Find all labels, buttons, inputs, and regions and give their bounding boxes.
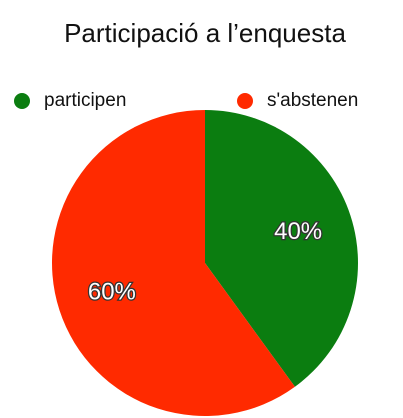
chart-title: Participació a l’enquesta	[64, 18, 346, 48]
value-label: 40%	[274, 218, 322, 245]
value-label: 60%	[88, 279, 136, 306]
pie-slice	[205, 110, 358, 387]
legend-label: participen	[44, 90, 126, 111]
legend-marker	[14, 93, 30, 109]
legend-label: s'abstenen	[267, 90, 358, 111]
legend-marker	[237, 93, 253, 109]
pie-slice	[51, 110, 295, 417]
